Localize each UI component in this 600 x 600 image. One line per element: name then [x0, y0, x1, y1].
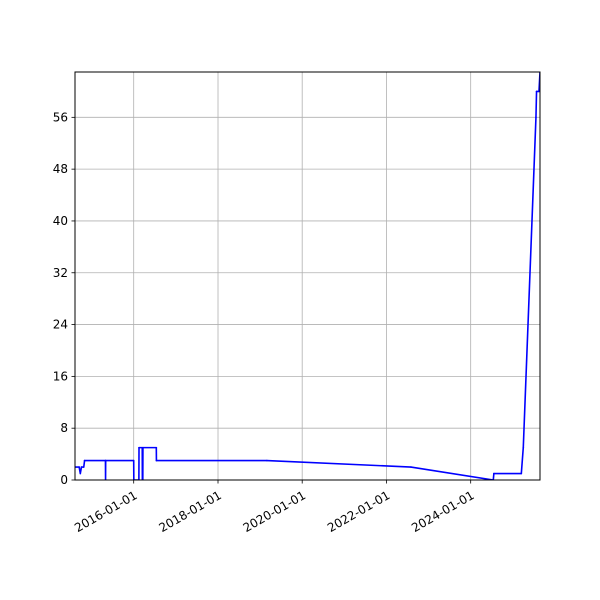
series-point: [155, 446, 158, 449]
series-point: [538, 90, 540, 93]
series-point: [104, 459, 107, 462]
y-tick-label: 40: [53, 214, 68, 228]
series-point: [522, 446, 525, 449]
x-tick-label: 2020-01-01: [241, 488, 308, 535]
series-point: [266, 459, 268, 462]
series-line: [75, 72, 540, 480]
y-tick-label: 8: [60, 421, 68, 435]
y-tick-label: 48: [53, 162, 68, 176]
x-tick-label: 2016-01-01: [72, 488, 139, 535]
x-tick-label: 2022-01-01: [325, 488, 392, 535]
y-tick-label: 16: [53, 369, 68, 383]
series-point: [493, 472, 495, 475]
series-point: [410, 466, 412, 468]
series-point: [142, 446, 144, 449]
y-tick-label: 32: [53, 266, 68, 280]
grid-lines: [75, 72, 540, 481]
y-tick-label: 56: [53, 110, 68, 124]
series-point: [155, 459, 158, 462]
series-point: [80, 466, 83, 468]
x-tick-label: 2024-01-01: [409, 488, 476, 535]
series-point: [138, 446, 140, 449]
series-point: [83, 459, 86, 462]
series-point: [79, 472, 82, 475]
x-tick-label: 2018-01-01: [156, 488, 223, 535]
series-point: [520, 472, 523, 475]
axis-ticks: 0 8 16 24 32 40 48 56 2016-01-01 2018-01-01 2020-0…: [53, 110, 477, 535]
series-point: [78, 466, 80, 468]
series-point: [132, 459, 135, 462]
y-tick-label: 24: [53, 318, 68, 332]
series-point: [535, 90, 538, 93]
series-point: [82, 466, 85, 468]
plot-frame: [74, 71, 541, 481]
y-tick-label: 0: [60, 473, 68, 487]
series-point: [535, 116, 537, 119]
